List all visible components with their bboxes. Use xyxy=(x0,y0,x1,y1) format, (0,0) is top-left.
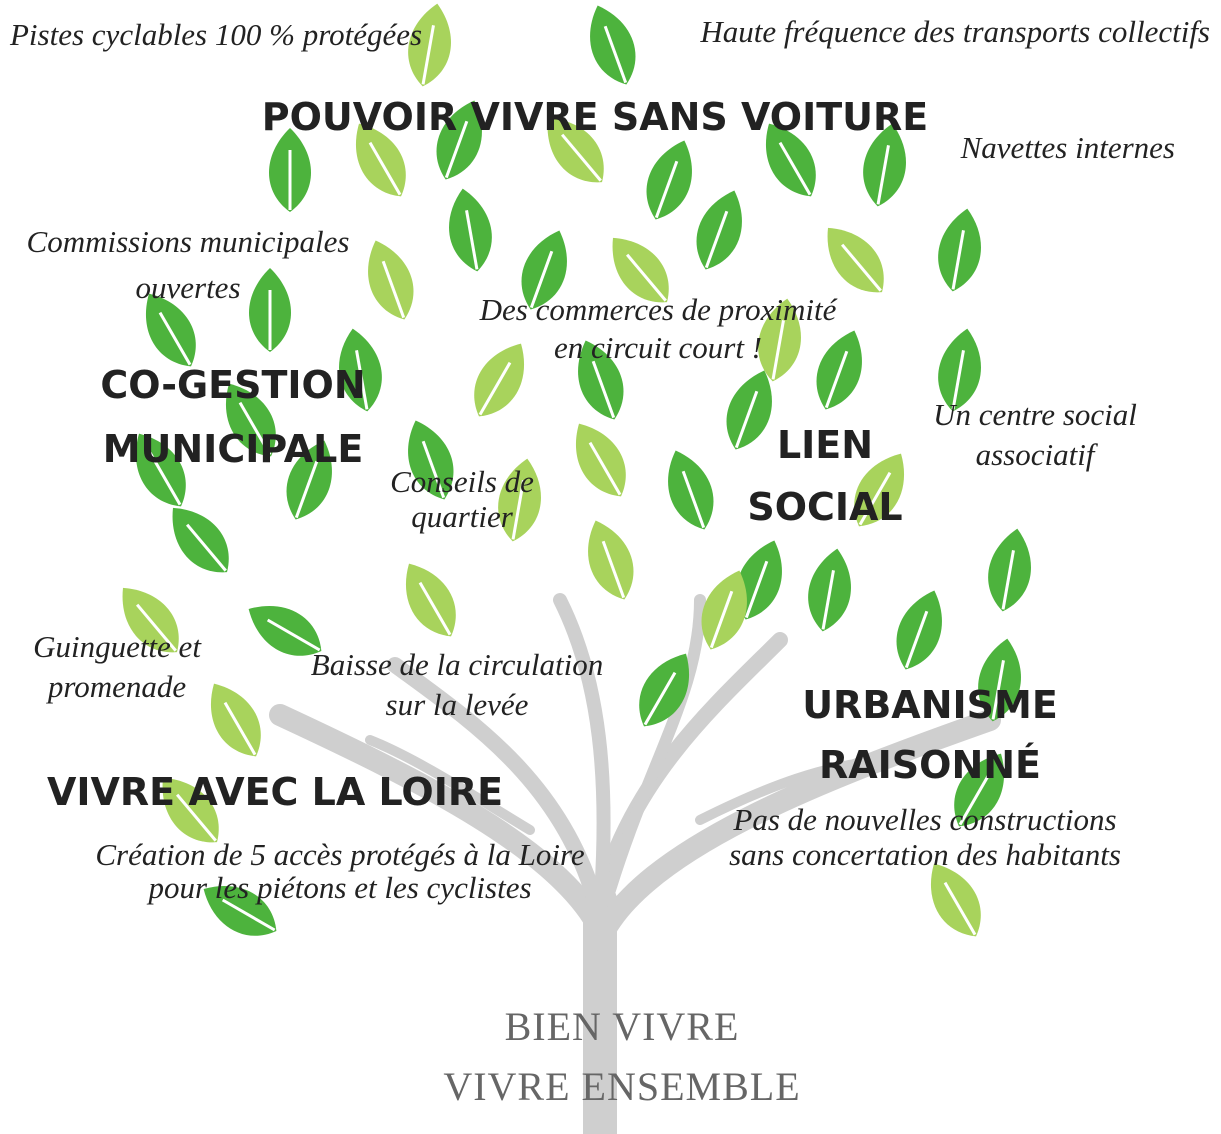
theme-title: POUVOIR VIVRE SANS VOITURE xyxy=(262,95,928,139)
leaf xyxy=(982,525,1038,615)
leaf xyxy=(656,443,724,536)
idea-label: Création de 5 accès protégés à la Loire xyxy=(95,837,585,872)
leaf xyxy=(269,128,311,212)
idea-label: Conseils de xyxy=(390,464,534,499)
theme-title: URBANISME xyxy=(802,683,1058,727)
idea-label: pour les piétons et les cyclistes xyxy=(146,870,531,905)
idea-label: Navettes internes xyxy=(960,130,1175,165)
idea-label: Haute fréquence des transports collectif… xyxy=(699,14,1210,49)
idea-label: promenade xyxy=(46,669,187,704)
page: {"themes": [ {"lines": ["POUVOIR VIVRE S… xyxy=(0,0,1221,1134)
leaf xyxy=(636,133,704,226)
leaf xyxy=(686,183,754,276)
leaf xyxy=(932,205,988,295)
leaf xyxy=(356,233,424,326)
leaf xyxy=(886,583,954,676)
leaf xyxy=(561,413,639,507)
theme-title: MUNICIPALE xyxy=(103,427,364,471)
leaf xyxy=(391,553,469,647)
leaf xyxy=(157,494,243,585)
idea-label: associatif xyxy=(976,437,1099,472)
idea-label: sur la levée xyxy=(386,687,529,722)
idea-label: Pistes cyclables 100 % protégées xyxy=(9,17,422,52)
footer-text: VIVRE ENSEMBLE xyxy=(443,1064,800,1109)
theme-title: VIVRE AVEC LA LOIRE xyxy=(47,770,503,814)
idea-label: en circuit court ! xyxy=(554,330,762,365)
idea-label: Guinguette et xyxy=(33,629,202,664)
idea-label: Des commerces de proximité xyxy=(479,292,838,327)
leaf xyxy=(461,333,539,427)
tree-diagram: POUVOIR VIVRE SANS VOITURE CO-GESTION MUNI… xyxy=(0,0,1221,1134)
leaf xyxy=(576,513,644,606)
theme-title: CO-GESTION xyxy=(100,363,365,407)
theme-title: LIEN xyxy=(777,423,873,467)
idea-label: Commissions municipales xyxy=(27,224,350,259)
idea-label: ouvertes xyxy=(135,270,240,305)
theme-title: RAISONNÉ xyxy=(819,743,1041,787)
leaf xyxy=(196,673,274,767)
idea-label: Pas de nouvelles constructions xyxy=(732,802,1116,837)
theme-title: SOCIAL xyxy=(747,485,902,529)
leaf xyxy=(442,185,498,275)
leaf xyxy=(578,0,646,92)
leaf xyxy=(802,545,858,635)
idea-label: quartier xyxy=(411,499,514,534)
footer-text: BIEN VIVRE xyxy=(505,1004,740,1049)
leaf xyxy=(806,323,874,416)
idea-label: sans concertation des habitants xyxy=(729,837,1121,872)
leaf xyxy=(249,268,291,352)
idea-label: Un centre social xyxy=(933,397,1137,432)
idea-label: Baisse de la circulation xyxy=(311,647,603,682)
